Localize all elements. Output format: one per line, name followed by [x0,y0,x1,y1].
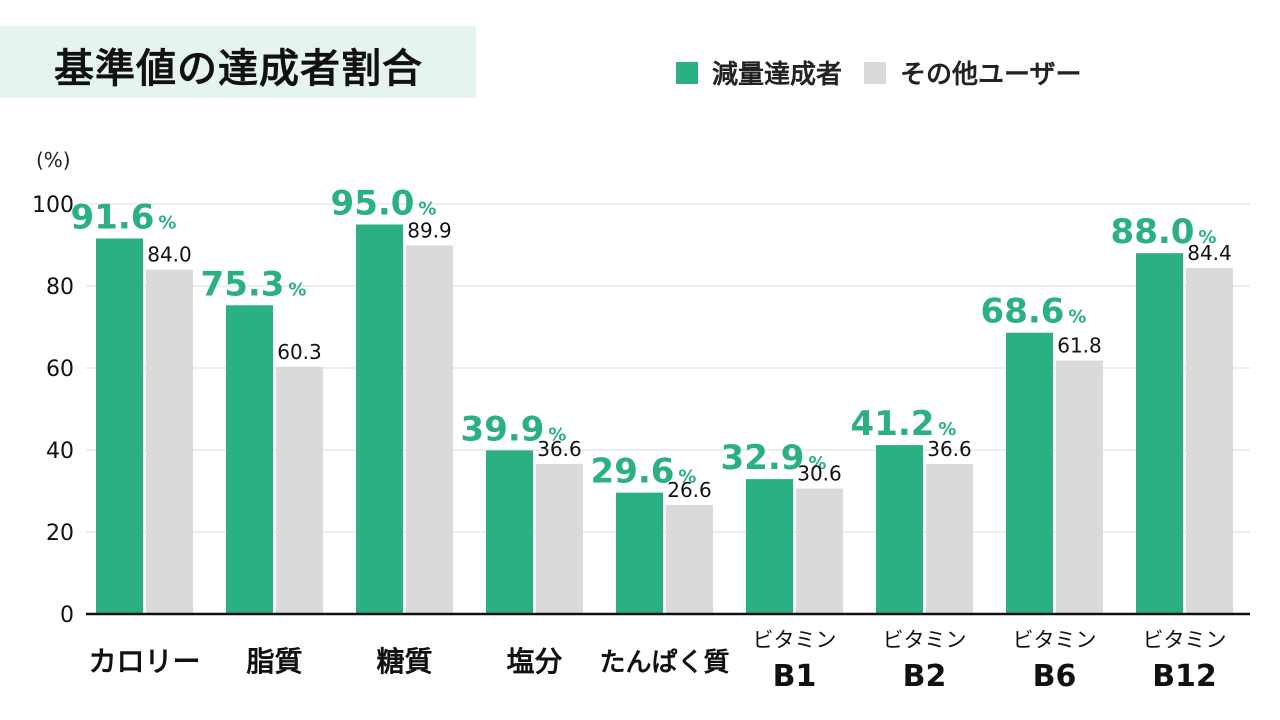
bar-achievers [1006,332,1053,614]
bar-others [796,488,843,614]
category-label: 糖質 [376,645,432,678]
data-label-achievers: 91.6% [71,197,177,237]
bar-others [536,463,583,614]
data-label-others: 60.3 [277,340,322,364]
data-label-others: 36.6 [927,437,972,461]
bar-achievers [356,224,403,614]
y-tick-label: 40 [46,439,74,464]
category-label-line2: B1 [773,659,817,694]
y-tick-label: 0 [60,603,74,628]
bar-others [1186,267,1233,614]
category-label: たんぱく質 [599,648,729,678]
data-label-unit: % [678,467,696,488]
category-label: 塩分 [506,645,562,678]
bar-others [926,463,973,614]
legend-label-others: その他ユーザー [900,60,1082,90]
category-label-line1: ビタミン [1013,628,1097,652]
category-label: カロリー [88,645,200,678]
data-label-others: 89.9 [407,218,452,242]
y-tick-label: 80 [46,275,74,300]
data-label-achievers: 95.0% [331,184,437,224]
title-background [0,26,476,98]
category-label-line2: B12 [1152,659,1217,694]
data-label-others: 84.0 [147,243,192,267]
data-label-unit: % [418,199,436,220]
bar-others [666,504,713,614]
data-label-unit: % [938,419,956,440]
data-label-unit: % [158,212,176,233]
data-label-unit: % [288,279,306,300]
y-axis-unit-label: (%) [36,148,71,172]
data-label-others: 84.4 [1187,241,1232,265]
data-label-others: 36.6 [537,437,582,461]
data-label-others: 30.6 [797,462,842,486]
y-tick-label: 20 [46,521,74,546]
legend: 減量達成者 その他ユーザー [676,54,1104,91]
legend-item-others: その他ユーザー [864,54,1082,91]
bar-others [146,269,193,614]
category-label-line1: ビタミン [753,628,837,652]
bar-achievers [746,479,793,614]
category-label-line2: B2 [903,659,947,694]
category-label-line1: ビタミン [1143,628,1227,652]
y-tick-label: 100 [32,193,74,218]
legend-label-achievers: 減量達成者 [712,60,843,90]
legend-item-achievers: 減量達成者 [676,54,842,91]
legend-swatch-others [864,61,887,84]
bar-achievers [616,492,663,614]
data-label-unit: % [808,453,826,474]
bar-others [406,245,453,614]
bar-achievers [486,450,533,614]
y-tick-label: 60 [46,357,74,382]
bar-others [1056,360,1103,614]
data-label-achievers: 68.6% [981,292,1087,332]
category-label-line1: ビタミン [883,628,967,652]
bar-others [276,366,323,614]
bar-achievers [876,445,923,614]
category-label-line2: B6 [1033,659,1077,694]
chart-title: 基準値の達成者割合 [54,46,423,92]
legend-swatch-achievers [676,61,698,84]
bar-achievers [96,238,143,614]
data-label-unit: % [548,424,566,445]
category-label: 脂質 [246,645,302,678]
data-label-achievers: 29.6% [591,452,697,492]
data-label-others: 61.8 [1057,334,1102,358]
data-label-unit: % [1068,307,1086,328]
data-label-achievers: 75.3% [201,264,307,304]
data-label-unit: % [1198,227,1216,248]
data-label-others: 26.6 [667,478,712,502]
bar-achievers [1136,253,1183,614]
bar-achievers [226,305,273,614]
